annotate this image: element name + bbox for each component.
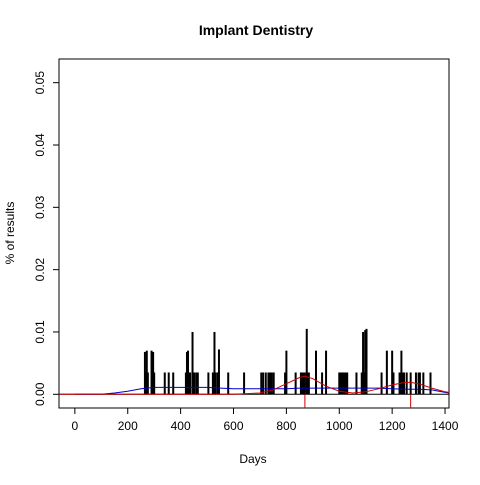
chart-title: Implant Dentistry: [199, 22, 314, 38]
plot-frame: [58, 58, 450, 409]
x-tick-label: 600: [223, 419, 243, 433]
x-tick-label: 0: [72, 419, 79, 433]
y-tick-label: 0.02: [33, 258, 47, 282]
x-tick-label: 1400: [432, 419, 459, 433]
x-tick-label: 1000: [326, 419, 353, 433]
x-tick-label: 400: [171, 419, 191, 433]
x-tick-label: 1200: [379, 419, 406, 433]
plot-area: 0 200 400 600 800 1000 1200 1400 0.00 0.01 0.02 0.0…: [33, 58, 459, 433]
y-tick-label: 0.05: [33, 71, 47, 95]
x-axis-label: Days: [239, 452, 266, 466]
y-axis-label: % of results: [3, 202, 17, 265]
y-tick-label: 0.00: [33, 382, 47, 406]
blue-trend-line: [74, 386, 449, 395]
x-tick-label: 800: [276, 419, 296, 433]
red-trend-line: [59, 375, 449, 395]
y-tick-label: 0.04: [33, 133, 47, 157]
y-tick-label: 0.01: [33, 320, 47, 344]
y-tick-label: 0.03: [33, 195, 47, 219]
x-tick-label: 200: [118, 419, 138, 433]
